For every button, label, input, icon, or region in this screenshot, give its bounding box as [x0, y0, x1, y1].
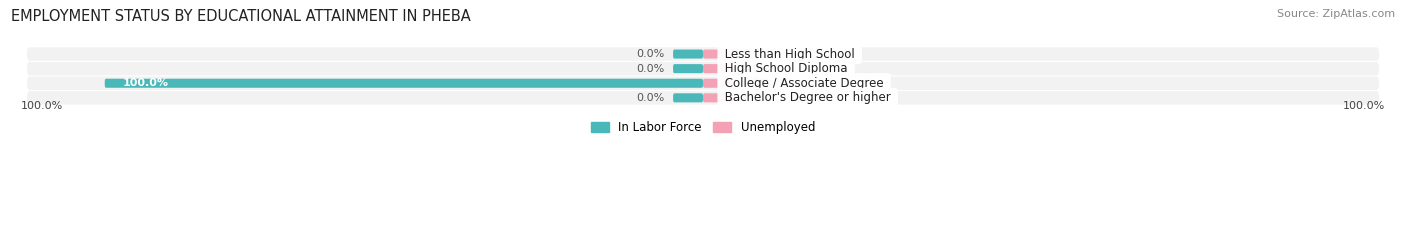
Text: 100.0%: 100.0% [122, 78, 169, 88]
Text: 0.0%: 0.0% [742, 93, 770, 103]
Text: Bachelor's Degree or higher: Bachelor's Degree or higher [721, 91, 894, 104]
Text: 0.0%: 0.0% [636, 93, 664, 103]
FancyBboxPatch shape [673, 64, 703, 73]
FancyBboxPatch shape [27, 76, 1379, 90]
FancyBboxPatch shape [703, 64, 733, 73]
FancyBboxPatch shape [703, 50, 733, 58]
FancyBboxPatch shape [673, 93, 703, 102]
Text: 0.0%: 0.0% [742, 49, 770, 59]
FancyBboxPatch shape [104, 79, 703, 88]
Text: 100.0%: 100.0% [1343, 101, 1385, 111]
FancyBboxPatch shape [703, 93, 733, 102]
Legend: In Labor Force, Unemployed: In Labor Force, Unemployed [591, 121, 815, 134]
FancyBboxPatch shape [673, 50, 703, 58]
Text: 0.0%: 0.0% [636, 64, 664, 74]
FancyBboxPatch shape [703, 79, 733, 88]
Text: High School Diploma: High School Diploma [721, 62, 851, 75]
FancyBboxPatch shape [27, 62, 1379, 75]
Text: College / Associate Degree: College / Associate Degree [721, 77, 887, 90]
Text: 0.0%: 0.0% [636, 49, 664, 59]
Text: Source: ZipAtlas.com: Source: ZipAtlas.com [1277, 9, 1395, 19]
Text: 100.0%: 100.0% [21, 101, 63, 111]
Text: 0.0%: 0.0% [742, 64, 770, 74]
Text: EMPLOYMENT STATUS BY EDUCATIONAL ATTAINMENT IN PHEBA: EMPLOYMENT STATUS BY EDUCATIONAL ATTAINM… [11, 9, 471, 24]
Text: 0.0%: 0.0% [742, 78, 770, 88]
FancyBboxPatch shape [27, 47, 1379, 61]
FancyBboxPatch shape [27, 91, 1379, 105]
Text: Less than High School: Less than High School [721, 48, 859, 61]
